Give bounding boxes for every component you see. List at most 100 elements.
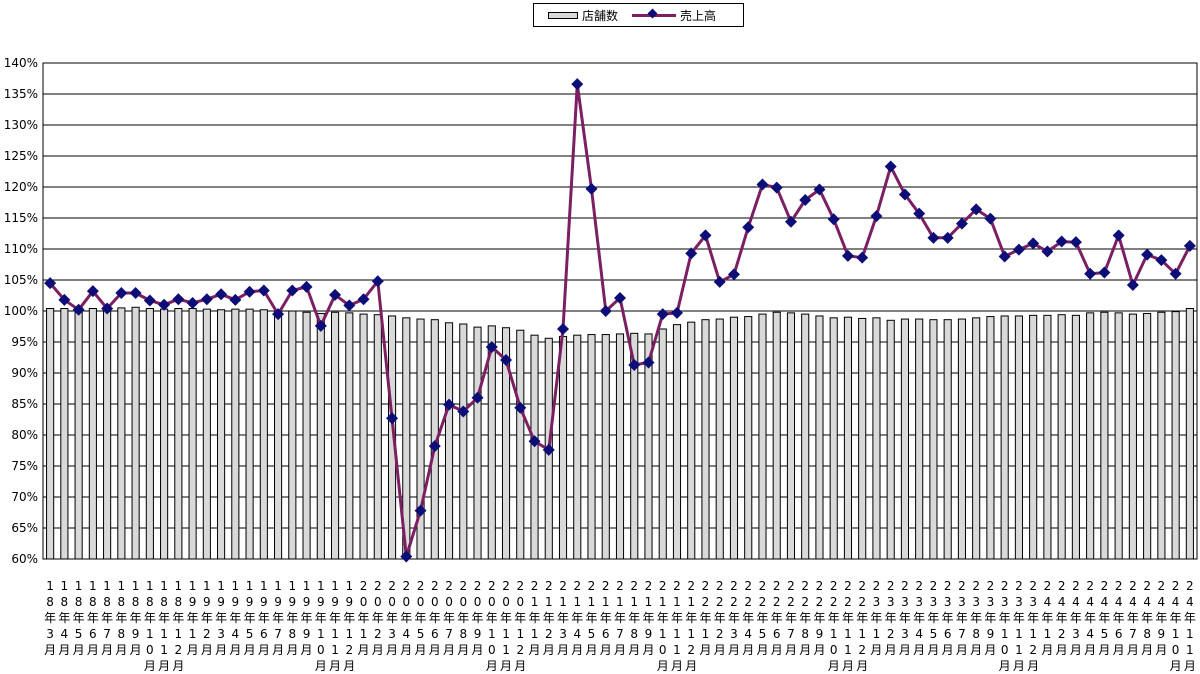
bar — [1114, 312, 1123, 560]
line-point — [1155, 254, 1168, 267]
line-point — [884, 160, 897, 173]
line-point — [272, 308, 285, 321]
line-point — [386, 412, 399, 425]
line-point — [172, 293, 185, 306]
bar — [615, 333, 625, 560]
y-tick-label: 100% — [4, 304, 38, 318]
bar — [672, 324, 682, 560]
y-tick-label: 70% — [11, 490, 38, 504]
line-point — [998, 250, 1011, 263]
line-point — [1112, 229, 1125, 242]
line-point — [243, 285, 256, 298]
bar — [259, 309, 268, 560]
y-tick-label: 120% — [4, 180, 38, 194]
line-point — [471, 391, 484, 404]
line-point — [685, 247, 698, 260]
line-point — [770, 181, 783, 194]
line-point — [1012, 243, 1025, 256]
y-tick-label: 90% — [11, 366, 38, 380]
bar — [658, 328, 667, 560]
bar — [274, 309, 283, 560]
bar — [416, 318, 425, 560]
bar — [1128, 313, 1137, 560]
bar — [929, 319, 938, 560]
line-point — [257, 284, 270, 297]
bar — [630, 332, 639, 560]
bar — [145, 308, 154, 560]
line-point — [500, 353, 513, 366]
line-point — [927, 231, 940, 244]
bar — [729, 316, 739, 560]
x-axis-ticks: 1 8 年 3 月1 8 年 4 月1 8 年 5 月1 8 年 6 月1 8 年 7 月1 8 年 8 月1 8 年 9 月1 8 年 1 0… — [44, 579, 1196, 673]
bar — [943, 319, 952, 560]
line-point — [457, 405, 470, 418]
line-point — [200, 293, 213, 306]
line-point — [727, 268, 740, 281]
y-axis-ticks: 60% 65% 70% 75% 80% 85% 90% 95% 100% 105% 110% 115%… — [4, 56, 38, 566]
line-point — [58, 293, 71, 306]
bar — [1157, 311, 1166, 560]
y-tick-label: 135% — [4, 87, 38, 101]
bar — [786, 312, 796, 560]
line-point — [642, 356, 655, 369]
line-point — [656, 308, 669, 321]
bar — [501, 327, 511, 560]
line-point — [827, 213, 840, 226]
line-point — [984, 212, 997, 225]
y-tick-label: 65% — [11, 521, 38, 535]
y-tick-label: 80% — [11, 428, 38, 442]
line-point — [941, 231, 954, 244]
line-point — [528, 435, 541, 448]
line-point — [1098, 266, 1111, 279]
bar — [957, 318, 966, 560]
sales-markers — [44, 78, 1196, 563]
line-point — [72, 303, 85, 316]
line-point — [428, 440, 441, 453]
bar — [758, 313, 767, 560]
line-point — [1141, 248, 1154, 261]
bar — [46, 308, 55, 560]
line-point — [101, 302, 114, 315]
line-point — [129, 287, 142, 300]
bar — [188, 308, 197, 560]
bar — [715, 318, 724, 560]
bar — [872, 317, 881, 560]
legend-line-label: 売上高 — [680, 8, 717, 23]
bar — [1143, 312, 1152, 560]
bar — [444, 322, 454, 560]
bar — [516, 329, 525, 560]
